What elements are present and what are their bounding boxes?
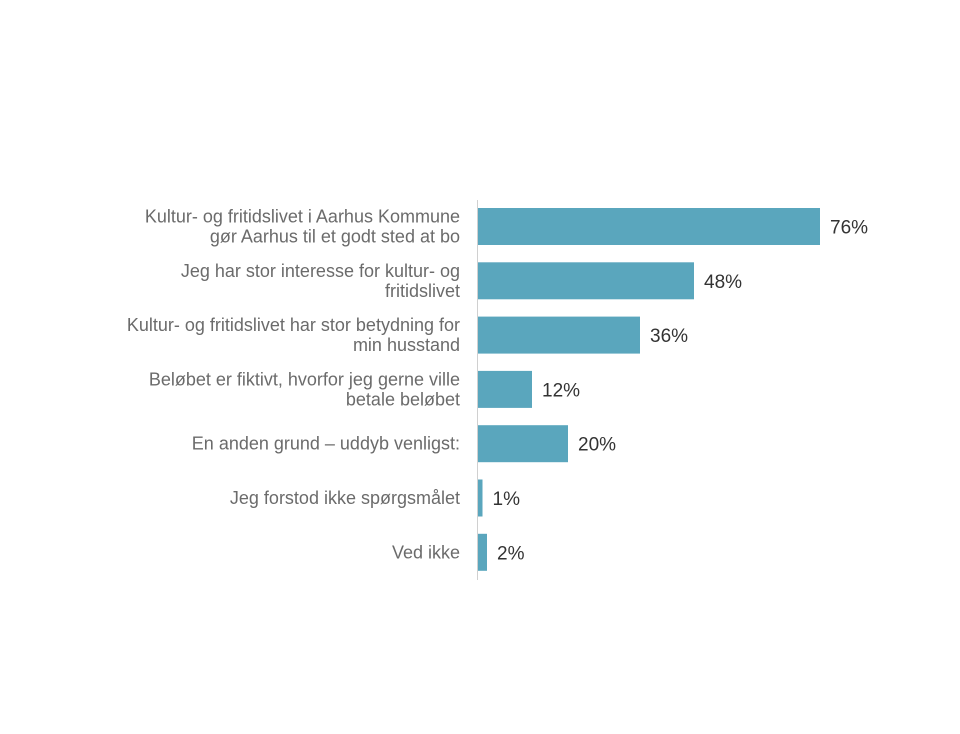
category-label-line: Ved ikke [392,542,460,562]
category-label-6: Jeg forstod ikke spørgsmålet [230,488,460,508]
category-label-3: Kultur- og fritidslivet har stor betydni… [127,315,460,355]
category-label-line: Beløbet er fiktivt, hvorfor jeg gerne vi… [149,369,460,389]
value-label-2: 48% [704,272,742,293]
category-label-2: Jeg har stor interesse for kultur- og fri… [181,261,460,301]
category-labels-group: Kultur- og fritidslivet i Aarhus Kommune… [127,207,460,563]
bar-2 [478,262,694,300]
bar-5 [478,425,568,463]
bar-1 [478,208,820,245]
value-label-6: 1% [493,489,521,510]
category-label-line: fritidslivet [385,281,460,301]
category-label-line: Jeg har stor interesse for kultur- og [181,261,460,281]
bar-7 [478,533,487,571]
category-label-1: Kultur- og fritidslivet i Aarhus Kommune… [145,207,460,247]
category-label-line: min husstand [353,335,460,355]
category-label-line: En anden grund – uddyb venligst: [192,434,460,454]
category-label-line: Kultur- og fritidslivet i Aarhus Kommune [145,207,460,227]
bar-4 [478,370,532,408]
value-label-4: 12% [542,380,580,401]
value-label-5: 20% [578,435,616,456]
value-label-7: 2% [497,543,525,564]
category-label-line: gør Aarhus til et godt sted at bo [210,227,460,247]
category-label-7: Ved ikke [392,542,460,562]
value-labels-group: 76% 48% 36% 12% 20% 1% 2% [493,218,869,565]
category-label-4: Beløbet er fiktivt, hvorfor jeg gerne vi… [149,369,460,409]
bar-6 [478,479,483,517]
bars-group [478,208,820,571]
category-label-line: Jeg forstod ikke spørgsmålet [230,488,460,508]
category-label-line: Kultur- og fritidslivet har stor betydni… [127,315,460,335]
value-label-3: 36% [650,326,688,347]
value-label-1: 76% [830,218,868,239]
bar-3 [478,316,640,354]
category-label-5: En anden grund – uddyb venligst: [192,434,460,454]
category-label-line: betale beløbet [346,389,460,409]
